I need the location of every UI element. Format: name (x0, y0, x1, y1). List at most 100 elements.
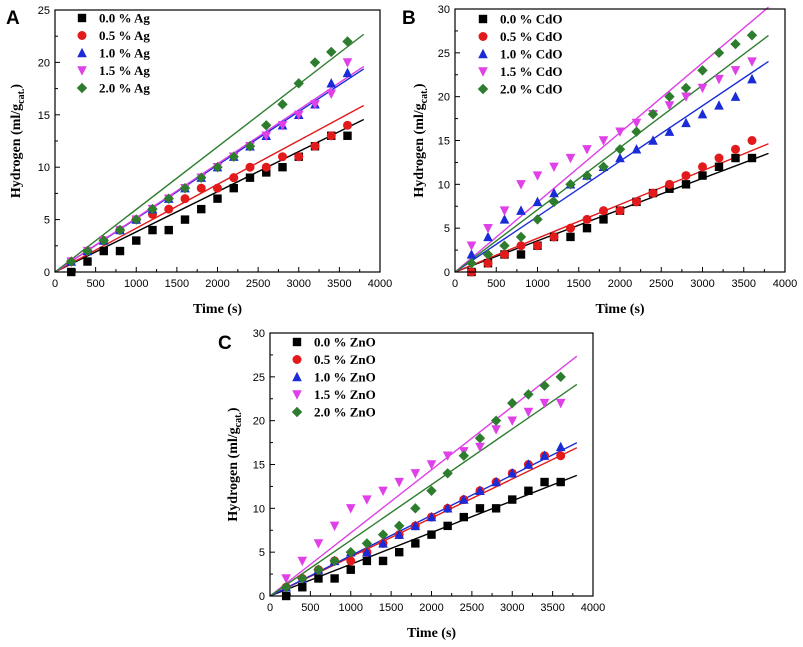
y-axis-title: Hydrogen (ml/gcat.) (412, 83, 430, 198)
data-point (714, 153, 724, 163)
data-point (500, 249, 509, 259)
data-point (648, 135, 658, 145)
data-point (731, 153, 740, 163)
data-point (313, 539, 324, 549)
legend-label: 0.5 % CdO (500, 29, 562, 44)
data-point (293, 78, 304, 89)
data-point (297, 556, 308, 567)
data-point (516, 205, 526, 215)
data-point (342, 36, 353, 47)
data-point (314, 574, 323, 583)
data-point (179, 182, 191, 194)
data-point (261, 162, 271, 172)
x-tick-label: 1000 (339, 602, 363, 614)
data-point (747, 136, 757, 145)
y-tick-label: 20 (38, 57, 50, 69)
data-point (278, 152, 287, 162)
x-tick-label: 4000 (368, 278, 392, 290)
data-point (326, 131, 336, 141)
data-point (148, 225, 157, 235)
legend-label: 1.5 % ZnO (314, 387, 376, 402)
data-point (262, 168, 271, 177)
data-point (466, 241, 477, 251)
data-point (714, 162, 724, 171)
data-point (482, 249, 494, 260)
data-point (147, 203, 158, 215)
data-point (565, 179, 576, 190)
legend-label: 1.5 % Ag (99, 63, 150, 78)
data-point (698, 162, 707, 172)
data-point (523, 459, 534, 469)
data-point (631, 126, 642, 137)
y-axis-title-main: Hydrogen (ml/g (412, 103, 427, 197)
x-tick-label: 1000 (124, 278, 148, 290)
data-point (697, 109, 708, 119)
data-point (664, 91, 675, 102)
data-point (697, 83, 708, 94)
x-tick-label: 3500 (327, 278, 351, 290)
y-tick-label: 20 (438, 92, 450, 104)
data-point (555, 441, 566, 452)
data-point (345, 504, 356, 514)
data-point (361, 538, 373, 549)
data-point (82, 245, 93, 257)
x-tick-label: 1500 (567, 278, 591, 290)
legend-marker (478, 32, 488, 41)
data-point (342, 67, 353, 78)
y-tick-label: 25 (38, 5, 50, 17)
legend-label: 0.5 % Ag (99, 28, 150, 43)
data-point (115, 246, 125, 256)
data-point (549, 232, 559, 242)
x-tick-label: 2500 (649, 278, 673, 290)
data-point (713, 47, 725, 59)
legend: 0.0 % Ag 0.5 % Ag 1.0 % Ag 1.5 % Ag 2.0 % Ag (76, 11, 150, 96)
data-point (491, 476, 501, 487)
data-point (582, 223, 592, 233)
panel-label: C (218, 333, 232, 354)
legend-label: 2.0 % CdO (500, 82, 562, 97)
data-point (362, 495, 372, 505)
data-point (539, 450, 550, 460)
data-point (631, 118, 642, 129)
x-axis-title: Time (s) (595, 302, 644, 317)
data-point (378, 538, 388, 548)
y-axis-title-subscript: cat. (16, 88, 27, 104)
data-point (516, 180, 526, 190)
data-point (614, 144, 626, 155)
data-point (523, 389, 534, 400)
data-point (565, 153, 576, 164)
data-point (362, 556, 372, 566)
y-axis-title-end: ) (412, 83, 427, 88)
legend-marker (76, 82, 88, 94)
data-point (280, 582, 292, 593)
data-point (277, 99, 288, 110)
data-point (278, 163, 287, 172)
x-axis-title: Time (s) (407, 626, 456, 641)
data-point (377, 529, 389, 540)
legend: 0.0 % ZnO 0.5 % ZnO 1.0 % ZnO 1.5 % ZnO 2.0 … (291, 335, 376, 420)
x-tick-label: 0 (267, 602, 273, 614)
x-tick-label: 3500 (732, 278, 756, 290)
legend-marker (478, 48, 488, 59)
y-axis-title-main: Hydrogen (ml/g (9, 104, 24, 198)
data-point (294, 152, 304, 162)
legend-marker (478, 67, 488, 77)
legend: 0.0 % CdO 0.5 % CdO 1.0 % CdO 1.5 % CdO 2.0 … (477, 12, 562, 97)
y-axis-title-end: ) (9, 84, 24, 89)
data-point (556, 451, 566, 461)
data-point (394, 477, 404, 488)
x-tick-label: 4000 (581, 602, 605, 614)
series-1 (66, 120, 352, 267)
data-point (681, 92, 691, 102)
y-tick-label: 15 (438, 136, 450, 148)
y-tick-label: 25 (438, 48, 450, 60)
data-point (730, 66, 741, 76)
data-point (631, 144, 642, 154)
data-point (747, 57, 757, 67)
legend-label: 2.0 % Ag (99, 81, 150, 96)
legend-label: 2.0 % ZnO (314, 405, 376, 420)
data-point (524, 486, 533, 495)
data-point (114, 224, 126, 236)
data-point (581, 170, 593, 181)
